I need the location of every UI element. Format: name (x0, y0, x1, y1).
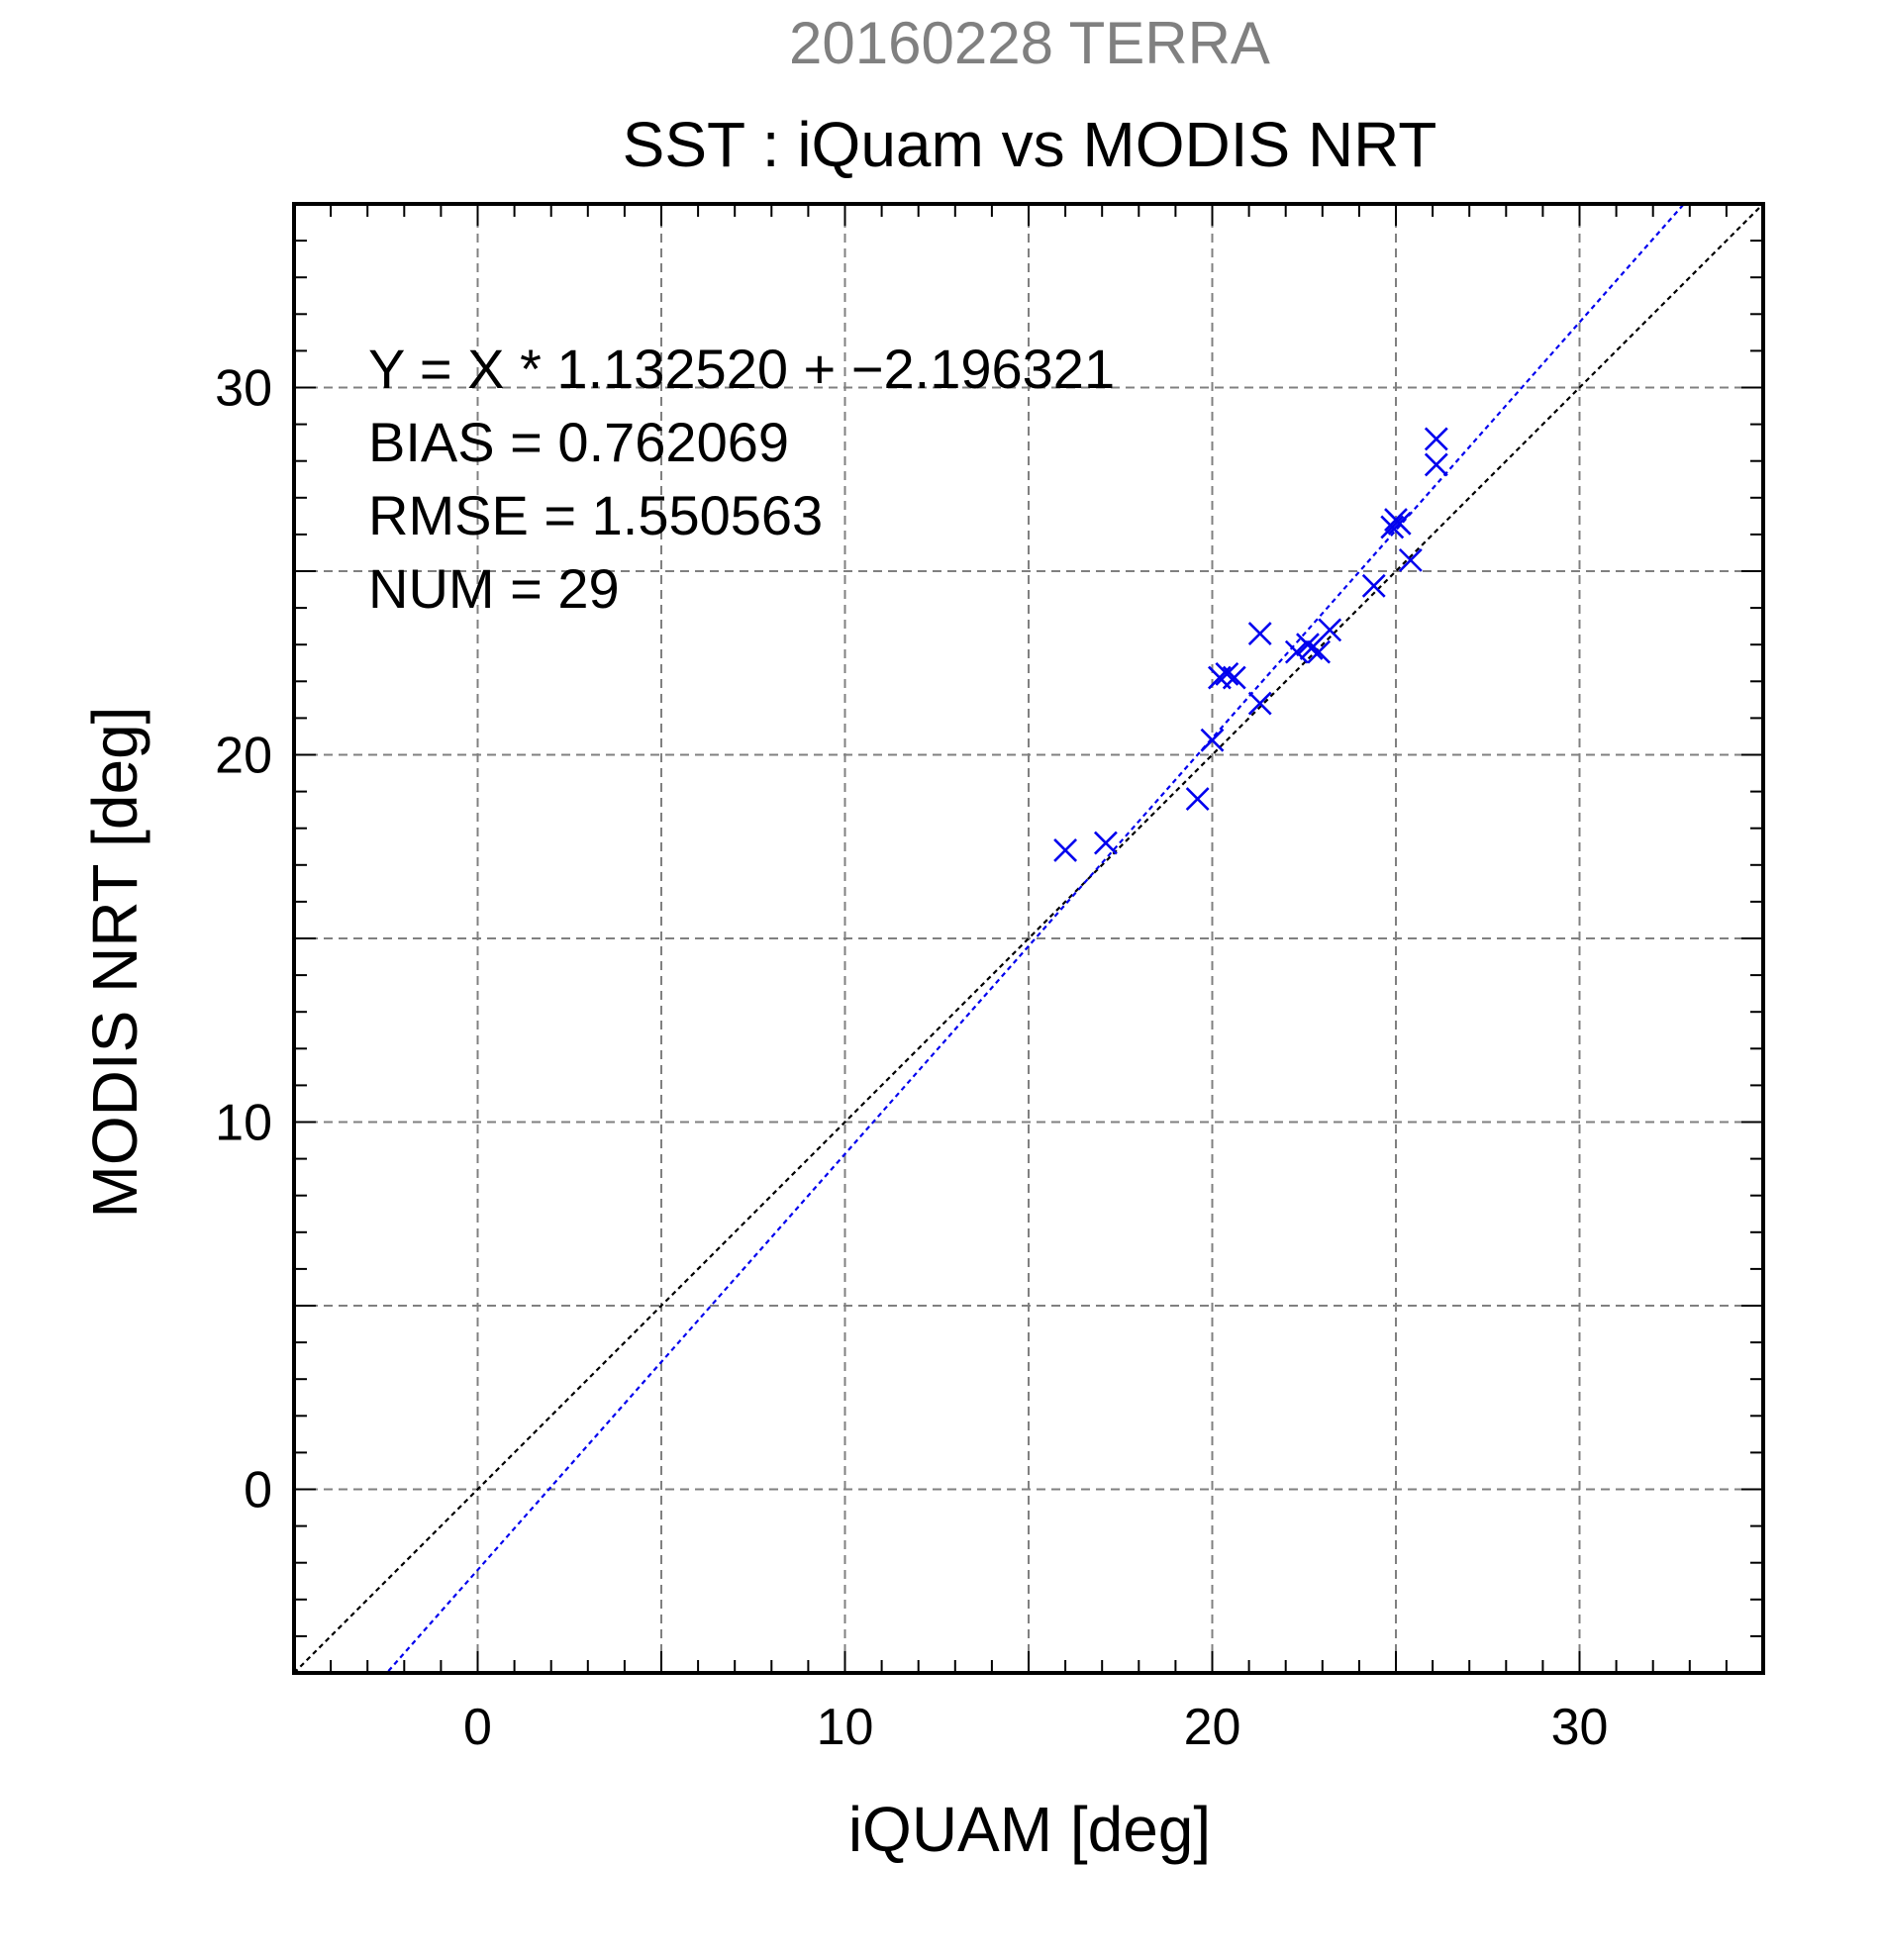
chart-title: SST : iQuam vs MODIS NRT (623, 109, 1437, 180)
data-point (1185, 787, 1210, 811)
stats-annotations: Y = X * 1.132520 + −2.196321 BIAS = 0.762… (368, 338, 1115, 620)
x-tick-label: 10 (817, 1699, 874, 1756)
y-tick-label: 10 (215, 1095, 272, 1152)
data-point (1307, 639, 1332, 664)
stats-annotation: BIAS = 0.762069 (368, 411, 789, 473)
data-point (1247, 622, 1272, 645)
x-tick-label: 30 (1551, 1699, 1609, 1756)
y-tick-label: 30 (215, 360, 272, 418)
y-tick-label: 20 (215, 728, 272, 785)
data-point (1093, 831, 1118, 855)
x-axis-label: iQUAM [deg] (848, 1794, 1211, 1865)
y-tick-label: 0 (244, 1462, 272, 1519)
data-point (1361, 573, 1386, 598)
stats-annotation: RMSE = 1.550563 (368, 484, 823, 546)
reference-lines (294, 204, 1763, 1673)
data-point (1380, 515, 1405, 539)
stats-annotation: NUM = 29 (368, 557, 620, 620)
data-point (1398, 547, 1423, 572)
data-point (1299, 636, 1324, 660)
data-point (1200, 728, 1225, 752)
data-point (1215, 661, 1239, 686)
data-points (1053, 427, 1448, 862)
identity-line (294, 204, 1763, 1673)
data-point (1222, 665, 1246, 690)
plot-frame (292, 202, 1765, 1675)
regression-line (385, 204, 1686, 1673)
data-point (1284, 639, 1309, 664)
data-point (1247, 691, 1272, 716)
y-axis-label: MODIS NRT [deg] (79, 707, 150, 1219)
data-point (1318, 618, 1342, 642)
x-tick-label: 0 (463, 1699, 492, 1756)
grid (294, 204, 1763, 1673)
axis-ticks: 0 10 20 30 0 10 20 30 (215, 203, 1764, 1756)
chart-suptitle: 20160228 TERRA (789, 10, 1270, 76)
data-point (1424, 427, 1448, 451)
data-point (1424, 452, 1448, 477)
stats-annotation: Y = X * 1.132520 + −2.196321 (368, 338, 1115, 400)
data-point (1387, 511, 1412, 536)
data-point (1053, 838, 1078, 862)
x-tick-label: 20 (1184, 1699, 1241, 1756)
